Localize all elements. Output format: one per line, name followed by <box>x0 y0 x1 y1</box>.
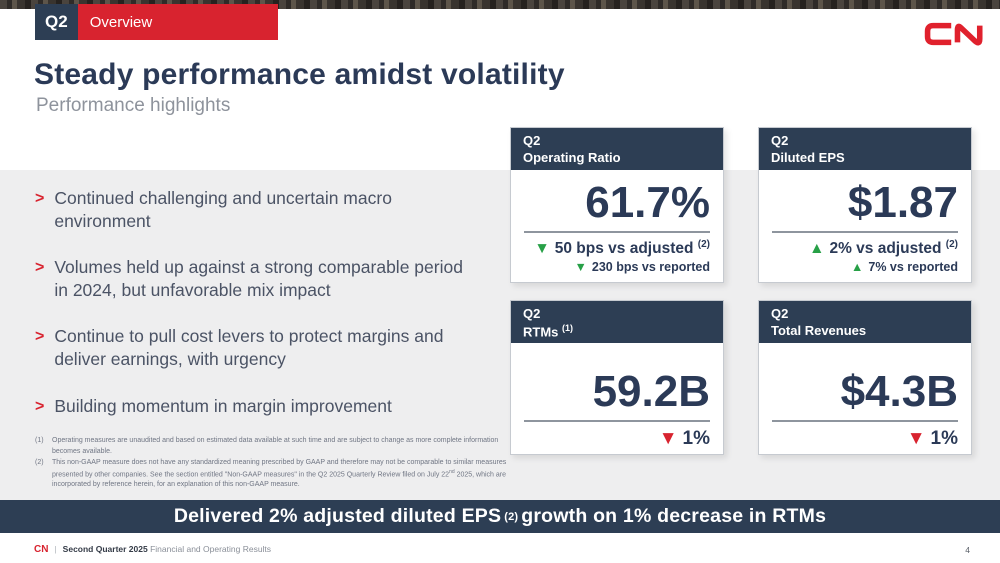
list-item: > Building momentum in margin improvemen… <box>35 395 480 419</box>
metric-change-primary: ▼ 1% <box>524 428 710 450</box>
metric-change-text: 1% <box>930 428 958 450</box>
metric-value: $1.87 <box>847 178 958 227</box>
chevron-bullet-icon: > <box>35 190 45 207</box>
cn-logo-icon <box>924 22 983 46</box>
footnote-number: (1) <box>35 437 44 444</box>
footnote-text: This non-GAAP measure does not have any … <box>52 459 507 489</box>
cn-footer-logo: CN <box>34 544 49 555</box>
page-subtitle: Performance highlights <box>36 95 231 116</box>
metric-card-header: Q2 Operating Ratio <box>511 128 723 170</box>
triangle-down-icon: ▼ <box>534 240 550 258</box>
metric-card-diluted-eps: Q2 Diluted EPS $1.87 ▲ 2% vs adjusted (2)… <box>758 127 972 283</box>
page-title: Steady performance amidst volatility <box>34 58 565 91</box>
triangle-down-icon: ▼ <box>658 428 678 450</box>
page-number: 4 <box>965 545 970 555</box>
top-photo-strip <box>0 0 1000 9</box>
metric-change-primary: ▲ 2% vs adjusted (2) <box>772 239 958 258</box>
triangle-down-icon: ▼ <box>906 428 926 450</box>
metric-label: Operating Ratio <box>523 149 621 165</box>
metric-card-header: Q2 RTMs (1) <box>511 301 723 343</box>
list-item-text: Volumes held up against a strong compara… <box>54 257 463 301</box>
badge-quarter: Q2 <box>35 4 78 40</box>
metric-card-body: $1.87 ▲ 2% vs adjusted (2) ▲ 7% vs reporte… <box>759 170 971 274</box>
banner-text: Delivered 2% adjusted diluted EPS <box>173 505 502 527</box>
triangle-up-icon: ▲ <box>851 260 864 275</box>
list-item: > Volumes held up against a strong compa… <box>35 256 480 302</box>
metric-change-text: 2% vs adjusted <box>829 240 942 258</box>
section-badge: Q2 Overview <box>35 4 278 40</box>
list-item-text: Building momentum in margin improvement <box>54 395 392 416</box>
metric-change-primary: ▼ 1% <box>772 428 958 450</box>
badge-label: Overview <box>77 4 278 40</box>
banner-text: growth on 1% decrease in RTMs <box>521 505 827 527</box>
divider <box>524 231 710 234</box>
metric-card-operating-ratio: Q2 Operating Ratio 61.7% ▼ 50 bps vs adju… <box>510 127 724 283</box>
chevron-bullet-icon: > <box>35 259 45 277</box>
metric-change-secondary: ▲ 7% vs reported <box>772 260 958 274</box>
triangle-down-icon: ▼ <box>574 260 587 275</box>
metric-value: 59.2B <box>592 367 710 416</box>
metric-card-header: Q2 Total Revenues <box>759 301 971 343</box>
takeaway-banner: Delivered 2% adjusted diluted EPS (2) grow… <box>0 500 1000 533</box>
metric-period: Q2 <box>771 133 789 148</box>
metric-label: Total Revenues <box>771 322 867 338</box>
metric-card-body: $4.3B ▼ 1% <box>759 343 971 450</box>
metric-label: RTMs (1) <box>523 322 574 340</box>
metric-change-text: 50 bps vs adjusted <box>554 240 694 258</box>
highlights-list: > Continued challenging and uncertain ma… <box>35 187 480 419</box>
metric-value: $4.3B <box>840 367 958 416</box>
footer-title: Second Quarter 2025 Financial and Operat… <box>62 544 272 554</box>
metric-change-text: 230 bps vs reported <box>591 260 710 275</box>
metric-card-total-revenues: Q2 Total Revenues $4.3B ▼ 1% <box>758 300 972 455</box>
footnote-ref: (1) <box>562 322 574 333</box>
divider <box>524 420 710 423</box>
triangle-up-icon: ▲ <box>809 240 825 258</box>
footnote-1: (1) Operating measures are unaudited and… <box>35 436 513 457</box>
metric-change-secondary: ▼ 230 bps vs reported <box>524 260 710 274</box>
footnote-ref: (2) <box>697 239 710 251</box>
list-item: > Continued challenging and uncertain ma… <box>35 187 480 233</box>
metric-change-text: 1% <box>682 428 710 450</box>
metric-change-text: 7% vs reported <box>868 260 958 275</box>
metric-value: 61.7% <box>585 178 710 227</box>
divider <box>772 420 958 423</box>
chevron-bullet-icon: > <box>35 328 45 346</box>
footer-separator: | <box>54 544 57 554</box>
metric-period: Q2 <box>523 306 541 321</box>
footnotes: (1) Operating measures are unaudited and… <box>35 436 513 492</box>
list-item: > Continue to pull cost levers to protec… <box>35 325 480 371</box>
footnote-2: (2) This non-GAAP measure does not have … <box>35 458 513 491</box>
metric-label: Diluted EPS <box>771 149 845 165</box>
metric-period: Q2 <box>771 306 789 321</box>
metric-change-primary: ▼ 50 bps vs adjusted (2) <box>524 239 710 258</box>
footnote-ref: (2) <box>504 510 519 523</box>
chevron-bullet-icon: > <box>35 397 45 415</box>
footer-branding: CN | Second Quarter 2025 Financial and O… <box>34 544 271 555</box>
slide-footer: CN | Second Quarter 2025 Financial and O… <box>0 533 1000 563</box>
metric-card-rtms: Q2 RTMs (1) 59.2B ▼ 1% <box>510 300 724 455</box>
footnote-text: Operating measures are unaudited and bas… <box>52 437 499 455</box>
metric-card-body: 59.2B ▼ 1% <box>511 343 723 450</box>
metric-card-header: Q2 Diluted EPS <box>759 128 971 170</box>
list-item-text: Continued challenging and uncertain macr… <box>54 188 392 232</box>
footnote-ref: (2) <box>945 239 958 251</box>
metric-card-body: 61.7% ▼ 50 bps vs adjusted (2) ▼ 230 bps v… <box>511 170 723 274</box>
metric-period: Q2 <box>523 133 541 148</box>
footnote-number: (2) <box>35 459 44 466</box>
list-item-text: Continue to pull cost levers to protect … <box>54 326 444 370</box>
divider <box>772 231 958 234</box>
